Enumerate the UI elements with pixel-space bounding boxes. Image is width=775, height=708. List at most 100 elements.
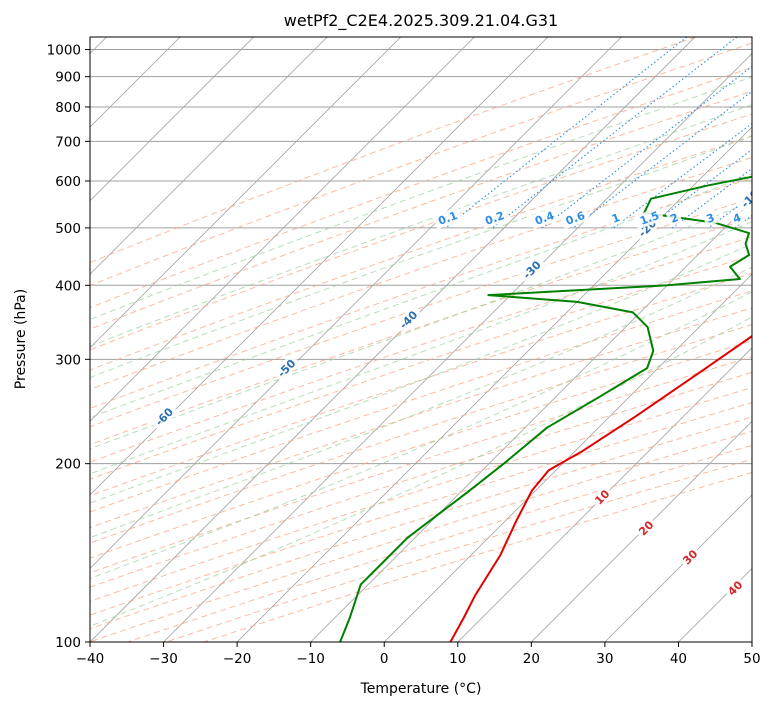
chart-title: wetPf2_C2E4.2025.309.21.04.G31	[284, 11, 558, 31]
x-tick-label: 20	[523, 651, 540, 667]
mixing-ratio-label: 0.1	[436, 209, 459, 228]
dry-adiabat-line	[90, 272, 752, 497]
line-labels: -100-90-80-70-60-50-40-30-20-10010203040…	[149, 184, 752, 601]
mixing-ratio-label: 1	[610, 211, 622, 226]
isotherm-line	[457, 347, 752, 642]
axis-ticks: −40 −30 −20 −10 0 10 20 30 40 50 100 200 300 400 500 60…	[47, 43, 761, 667]
mixing-ratio-line	[492, 37, 738, 229]
y-tick-label: 500	[55, 221, 81, 237]
mixing-ratio-line	[671, 167, 752, 229]
y-tick-label: 700	[55, 134, 81, 150]
mixing-ratio-label-group: 0.6	[560, 206, 591, 230]
x-tick-label: 0	[380, 651, 389, 667]
mixing-ratio-label: 0.4	[533, 209, 556, 228]
mixing-ratio-label-group: 0.1	[432, 206, 463, 230]
dry-adiabat-line	[90, 42, 752, 287]
moist-adiabat-line	[90, 221, 752, 475]
dry-adiabat-line	[90, 254, 752, 480]
mixing-ratio-label-bg	[701, 209, 719, 227]
moist-adiabat-line	[90, 76, 752, 321]
dry-adiabat-line	[90, 197, 752, 428]
mixing-ratio-label: 1.5	[638, 209, 661, 228]
y-tick-label: 200	[55, 457, 81, 473]
mixing-ratio-label-bg	[607, 209, 625, 227]
y-tick-label: 600	[55, 174, 81, 190]
isotherm-line	[531, 420, 752, 642]
isotherm-line	[90, 37, 622, 570]
dry-adiabat-line	[90, 67, 752, 309]
dry-adiabat-line	[90, 37, 696, 264]
isotherm-line	[90, 37, 475, 422]
isotherm-line	[163, 52, 752, 642]
mixing-ratio-label-group: 4	[728, 209, 746, 227]
dry-adiabat-line	[90, 387, 752, 602]
moist-adiabat-line	[90, 316, 752, 627]
isotherm-line	[310, 200, 752, 642]
mixing-ratio-label: 4	[731, 211, 743, 226]
mixing-ratio-label-bg	[479, 206, 510, 230]
dewpoint-profile-line	[339, 175, 752, 642]
dry-adiabat-line	[90, 177, 752, 409]
mixing-ratio-label-bg	[634, 206, 665, 230]
mixing-ratio-label: 3	[705, 211, 717, 226]
y-tick-label: 300	[55, 352, 81, 368]
mixing-ratio-label-bg	[665, 209, 683, 227]
isotherm-line	[90, 37, 549, 496]
dry-adiabat-line	[90, 156, 752, 391]
x-tick-label: −30	[149, 651, 178, 667]
temperature-profile-line	[449, 334, 752, 642]
mixing-ratio-label-group: 2	[665, 209, 683, 227]
y-tick-label: 1000	[47, 43, 81, 59]
x-tick-label: −10	[296, 651, 325, 667]
dry-adiabat-label-bg	[677, 544, 703, 570]
mixing-ratio-label-group: 0.2	[479, 206, 510, 230]
isotherm-label-bg	[149, 402, 179, 432]
mixing-ratio-label-group: 1.5	[634, 206, 665, 230]
y-axis-title: Pressure (hPa)	[13, 289, 29, 389]
isotherm-label-bg	[271, 353, 301, 383]
isotherm-line	[90, 37, 696, 642]
moist-adiabat-line	[90, 291, 752, 580]
mixing-ratio-label-group: 1	[607, 209, 625, 227]
mixing-ratio-label: 2	[669, 211, 681, 226]
dry-adiabat-line	[90, 356, 752, 574]
isotherm-label-bg	[735, 184, 752, 214]
y-tick-label: 800	[55, 100, 81, 116]
mixing-ratio-line	[572, 90, 752, 229]
isotherm-line	[383, 273, 752, 642]
x-tick-label: 30	[596, 651, 613, 667]
y-tick-label: 100	[55, 635, 81, 651]
isotherm-label-bg	[517, 255, 547, 285]
isotherm-line	[90, 37, 402, 349]
x-tick-label: 50	[743, 651, 760, 667]
isotherm-label-bg	[393, 305, 423, 335]
mixing-ratio-label-bg	[728, 209, 746, 227]
mixing-ratio-label: 0.2	[483, 209, 506, 228]
x-tick-label: 10	[449, 651, 466, 667]
mixing-ratio-label-bg	[432, 206, 463, 230]
moist-adiabat-line	[90, 173, 752, 419]
dry-adiabat-label-bg	[633, 515, 659, 541]
isotherm-line	[90, 37, 328, 275]
mixing-ratio-line	[542, 65, 752, 229]
mixing-ratio-label: 0.6	[564, 209, 587, 228]
x-tick-label: −20	[223, 651, 252, 667]
mixing-ratio-label-bg	[529, 206, 560, 230]
background-lines	[90, 37, 752, 642]
dry-adiabat-label-bg	[722, 575, 748, 601]
profile-lines	[339, 175, 752, 642]
isotherm-line	[604, 494, 752, 642]
x-tick-label: 40	[670, 651, 687, 667]
plot-frame	[89, 36, 753, 643]
isotherm-line	[90, 37, 254, 202]
dry-adiabat-line	[90, 307, 752, 529]
mixing-ratio-label-group: 3	[701, 209, 719, 227]
y-tick-label: 900	[55, 70, 81, 86]
dry-adiabat-line	[90, 217, 752, 446]
x-axis-title: Temperature (°C)	[360, 681, 482, 697]
y-tick-label: 400	[55, 278, 81, 294]
mixing-ratio-label-group: 0.4	[529, 206, 560, 230]
isotherm-line	[236, 126, 752, 642]
